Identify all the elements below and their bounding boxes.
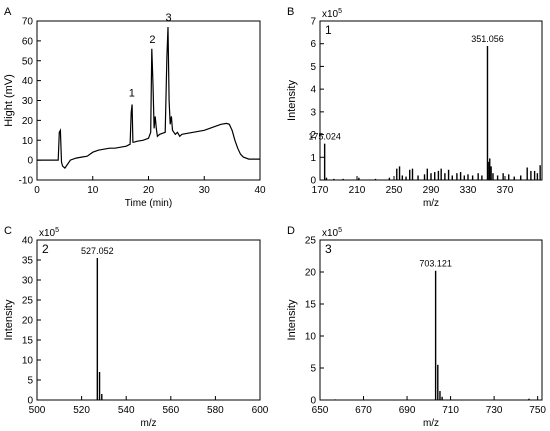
x-tick-label: 730 — [486, 405, 503, 416]
chromatogram-trace — [37, 26, 260, 169]
x-tick-label: 670 — [355, 405, 372, 416]
panel-letter: A — [4, 6, 12, 18]
y-tick-label: 6 — [310, 39, 316, 50]
x-tick-label: 560 — [162, 405, 179, 416]
y-tick-label: 0 — [310, 396, 316, 407]
x-tick-label: 710 — [442, 405, 459, 416]
x-axis-label: Time (min) — [125, 198, 172, 209]
peak-label: 3 — [166, 12, 172, 24]
y-tick-label: 30 — [22, 276, 34, 287]
y-tick-label: 0 — [27, 396, 33, 407]
y-tick-label: 15 — [22, 336, 34, 347]
scale-exponent: 5 — [55, 227, 59, 234]
x-tick-label: 0 — [34, 185, 40, 196]
panel-d: D 650 670 690 710 730 750 0 5 10 15 20 25 m/z Intensit… — [286, 225, 546, 429]
y-tick-label: 30 — [22, 96, 34, 107]
y-tick-label: 60 — [22, 36, 34, 47]
y-tick-label: 0 — [310, 176, 316, 187]
peak-label: 175.024 — [308, 132, 341, 142]
x-tick-label: 750 — [529, 405, 546, 416]
y-tick-label: 2 — [310, 130, 316, 141]
peak-label: 1 — [129, 88, 135, 100]
x-tick-label: 40 — [254, 185, 266, 196]
scale-exponent: 5 — [338, 227, 342, 234]
peak-label: 351.056 — [471, 34, 504, 44]
peak-label: 703.121 — [419, 259, 452, 269]
scale-base: x10 — [322, 228, 339, 239]
y-tick-label: -10 — [19, 176, 34, 187]
x-tick-label: 370 — [497, 185, 514, 196]
x-tick-label: 540 — [118, 405, 135, 416]
y-axis-label: Intensity — [286, 80, 298, 121]
plot-frame — [319, 239, 543, 401]
y-tick-label: 25 — [22, 296, 34, 307]
intensity-scale-label: x105 — [322, 8, 342, 20]
x-tick-label: 10 — [87, 185, 99, 196]
y-tick-label: 40 — [22, 76, 34, 87]
panel-letter: D — [287, 225, 295, 237]
y-tick-label: 5 — [27, 376, 33, 387]
y-tick-label: 25 — [305, 236, 317, 247]
x-tick-label: 330 — [460, 185, 477, 196]
plot-frame — [319, 20, 543, 181]
y-tick-label: 15 — [305, 300, 317, 311]
intensity-scale-label: x105 — [322, 227, 342, 239]
intensity-scale-label: x105 — [39, 227, 59, 239]
y-tick-label: 5 — [310, 364, 316, 375]
x-tick-label: 600 — [252, 405, 269, 416]
x-tick-label: 30 — [199, 185, 211, 196]
x-tick-label: 290 — [423, 185, 440, 196]
x-tick-label: 650 — [312, 405, 329, 416]
y-tick-label: 10 — [22, 356, 34, 367]
x-tick-label: 20 — [143, 185, 155, 196]
plot-frame — [36, 239, 261, 401]
y-tick-label: 7 — [310, 17, 316, 28]
compound-label: 3 — [325, 242, 332, 256]
peak-label: 527.052 — [81, 246, 114, 256]
compound-label: 2 — [42, 242, 49, 256]
y-tick-label: 35 — [22, 256, 34, 267]
scale-exponent: 5 — [338, 8, 342, 15]
y-tick-label: 10 — [22, 136, 34, 147]
peak-label: 2 — [149, 34, 155, 46]
y-tick-label: 3 — [310, 107, 316, 118]
x-axis-label: m/z — [423, 418, 439, 429]
scale-base: x10 — [39, 228, 56, 239]
x-axis-label: m/z — [140, 418, 156, 429]
x-tick-label: 500 — [29, 405, 46, 416]
y-axis-label: Intensity — [3, 299, 15, 340]
y-tick-label: 50 — [22, 56, 34, 67]
panel-letter: B — [287, 6, 294, 18]
y-tick-label: 0 — [27, 156, 33, 167]
y-tick-label: 4 — [310, 85, 316, 96]
x-axis-label: m/z — [423, 198, 439, 209]
y-tick-label: 5 — [310, 62, 316, 73]
y-tick-label: 1 — [310, 153, 316, 164]
y-tick-label: 40 — [22, 236, 34, 247]
x-tick-label: 580 — [207, 405, 224, 416]
x-tick-label: 250 — [386, 185, 403, 196]
y-axis-label: Intensity — [286, 299, 298, 340]
y-tick-label: 20 — [22, 316, 34, 327]
y-tick-label: 20 — [305, 268, 317, 279]
panel-b: B 170 210 250 290 330 370 0 1 2 3 4 5 6 7 m/z Intensity x… — [286, 6, 543, 209]
x-tick-label: 170 — [312, 185, 329, 196]
scale-base: x10 — [322, 9, 339, 20]
compound-label: 1 — [325, 23, 332, 37]
y-tick-label: 20 — [22, 116, 34, 127]
y-axis-label: Hight (mV) — [3, 74, 15, 127]
x-tick-label: 210 — [349, 185, 366, 196]
x-tick-label: 690 — [399, 405, 416, 416]
x-tick-label: 520 — [73, 405, 90, 416]
y-tick-label: 10 — [305, 332, 317, 343]
y-tick-label: 70 — [22, 17, 34, 28]
panel-letter: C — [4, 225, 12, 237]
